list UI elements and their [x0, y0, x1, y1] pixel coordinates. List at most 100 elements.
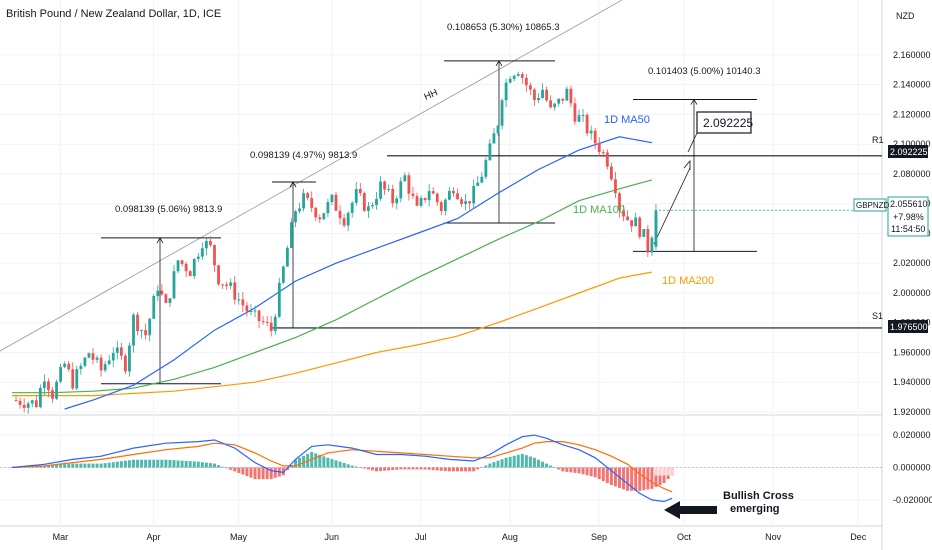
macd-histogram-bar	[330, 459, 334, 468]
candle-body	[209, 241, 212, 246]
macd-histogram-bar	[346, 464, 350, 468]
macd-histogram-bar	[537, 459, 540, 468]
projection-arrow	[653, 167, 691, 245]
candle-body	[47, 381, 50, 391]
candle-body	[411, 193, 415, 196]
candle-body	[524, 77, 528, 86]
macd-histogram-bar	[63, 464, 67, 468]
candle-body	[180, 260, 184, 264]
macd-histogram-bar	[411, 467, 415, 470]
macd-histogram-bar	[233, 467, 237, 472]
macd-histogram-bar	[164, 459, 168, 468]
measure-arrowhead-3	[495, 60, 503, 67]
candle-body	[573, 103, 577, 122]
price-tick-label: 1.940000	[893, 377, 931, 387]
candle-body	[115, 347, 119, 353]
candle-body	[460, 199, 463, 204]
candle-body	[367, 206, 370, 211]
chart-title: British Pound / New Zealand Dollar, 1D, …	[6, 8, 221, 20]
time-tick-label: Jul	[415, 532, 427, 542]
candle-body	[642, 229, 646, 237]
macd-histogram-bar	[176, 460, 180, 468]
macd-histogram-bar	[188, 461, 192, 468]
macd-histogram-bar	[123, 460, 127, 468]
macd-histogram-bar	[524, 455, 528, 468]
macd-histogram-bar	[646, 467, 650, 490]
macd-histogram-bar	[403, 467, 407, 470]
macd-histogram-bar	[119, 461, 123, 468]
ma100-label: 1D MA100	[573, 204, 625, 216]
macd-histogram-bar	[294, 459, 297, 468]
price-tick-label: 2.000000	[893, 288, 931, 298]
candle-body	[354, 189, 358, 203]
hh-label: HH	[422, 87, 439, 103]
candle-body	[176, 260, 180, 272]
candle-body	[200, 248, 204, 257]
trendline	[0, 0, 623, 352]
price-tick-label: 2.140000	[893, 80, 931, 90]
macd-histogram-bar	[99, 463, 103, 468]
macd-histogram-bar	[670, 467, 674, 476]
macd-histogram-bar	[634, 467, 638, 491]
measure-arrowhead-4	[690, 98, 698, 105]
candle-body	[371, 205, 374, 207]
candle-body	[597, 143, 601, 153]
macd-histogram-bar	[281, 467, 285, 476]
macd-tick-label: 0.020000	[893, 430, 931, 440]
candle-body	[38, 388, 42, 408]
macd-histogram-bar	[464, 467, 468, 472]
candle-body	[435, 193, 439, 203]
macd-histogram-bar	[273, 467, 277, 478]
price-tick-label: 2.080000	[893, 169, 931, 179]
macd-histogram-bar	[622, 467, 626, 490]
time-tick-label: Apr	[146, 532, 160, 542]
macd-histogram-bar	[245, 467, 249, 477]
macd-histogram-bar	[541, 461, 545, 468]
macd-histogram-bar	[597, 467, 601, 480]
macd-histogram-bar	[229, 467, 233, 470]
candle-body	[391, 188, 395, 204]
candle-body	[265, 321, 269, 323]
price-badges: NZD 2.092225 1.976500 2.055610 +7.98% 11…	[853, 11, 929, 333]
candle-body	[318, 217, 322, 220]
candle-body	[346, 212, 350, 226]
candle-body	[237, 299, 241, 301]
candle-body	[213, 245, 216, 266]
macd-histogram-bar	[423, 467, 427, 470]
target-box-pointer	[687, 132, 698, 153]
macd-histogram-bar	[192, 461, 196, 468]
candle-body	[601, 152, 605, 154]
candle-body	[217, 265, 220, 285]
macd-histogram-bar	[366, 467, 370, 470]
macd-histogram-bar	[415, 467, 419, 470]
macd-histogram-bar	[180, 460, 184, 468]
macd-histogram-bar	[217, 465, 221, 468]
candle-body	[456, 193, 459, 200]
candle-body	[496, 125, 500, 134]
macd-histogram-bar	[658, 467, 662, 476]
time-tick-label: Jun	[324, 532, 339, 542]
candle-body	[650, 237, 654, 253]
candle-body	[448, 190, 451, 200]
macd-histogram-bar	[362, 467, 366, 469]
macd-histogram-bar	[630, 467, 634, 491]
macd-histogram-bar	[573, 467, 577, 473]
candle-body	[290, 222, 293, 248]
macd-histogram-bar	[370, 467, 374, 471]
macd-histogram-bar	[391, 467, 395, 471]
candle-body	[229, 282, 233, 286]
candle-body	[342, 218, 346, 226]
candle-body	[184, 263, 188, 272]
s1-price-badge-text: 1.976500	[890, 322, 928, 332]
macd-histogram-bar	[103, 463, 107, 468]
macd-histogram-bar	[427, 467, 431, 470]
candle-body	[241, 299, 245, 306]
macd-histogram-bar	[387, 467, 391, 471]
candle-body	[399, 181, 403, 199]
macd-histogram-bar	[111, 462, 115, 468]
candle-body	[111, 352, 115, 361]
macd-histogram-bar	[496, 460, 500, 468]
macd-histogram-bar	[443, 467, 447, 472]
candle-body	[338, 210, 342, 219]
candle-body	[605, 152, 609, 167]
